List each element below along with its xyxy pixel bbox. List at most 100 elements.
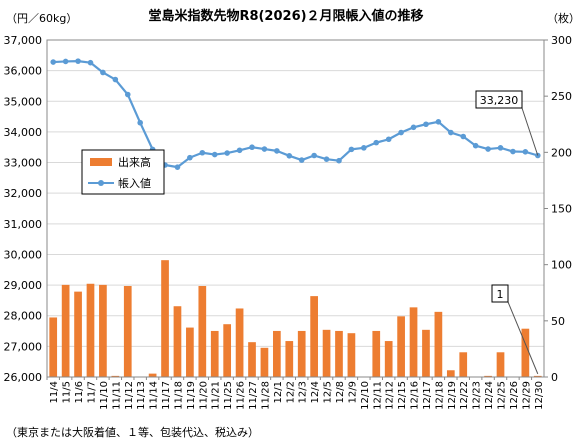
legend: 出来高 帳入値 [81, 149, 165, 195]
price-point [286, 153, 293, 159]
price-point [385, 136, 392, 143]
x-tick-label: 12/30 [534, 381, 545, 410]
volume-bar [397, 316, 405, 377]
x-tick-label: 11/13 [136, 381, 147, 410]
price-point [62, 58, 69, 65]
volume-bar [198, 286, 207, 377]
price-point [261, 146, 268, 152]
volume-bar [434, 311, 443, 377]
right-axis-unit: （枚） [547, 11, 580, 25]
price-point [211, 151, 218, 158]
volume-bar [148, 373, 157, 377]
price-point [224, 150, 230, 156]
x-tick-label: 11/11 [111, 381, 122, 410]
volume-bar [384, 341, 393, 377]
legend-swatch-volume [90, 158, 112, 166]
x-tick-label: 12/23 [472, 381, 483, 410]
price-line [50, 58, 541, 170]
volume-bar [297, 330, 306, 377]
price-point [510, 148, 516, 155]
left-tick-label: 28,000 [4, 310, 43, 323]
volume-bar [347, 333, 356, 377]
price-point [435, 118, 442, 125]
x-tick-label: 12/4 [310, 381, 321, 403]
volume-bar [86, 283, 95, 377]
left-tick-label: 36,000 [4, 65, 43, 78]
volume-bar [61, 284, 70, 377]
price-point [485, 146, 491, 152]
x-tick-label: 11/5 [62, 381, 73, 403]
price-point [274, 148, 280, 154]
x-tick-label: 12/2 [285, 381, 296, 403]
price-point [336, 157, 342, 164]
price-point [348, 146, 355, 153]
left-tick-label: 26,000 [4, 371, 43, 384]
price-point [311, 152, 317, 159]
price-point [50, 59, 57, 65]
x-tick-label: 11/28 [260, 381, 271, 410]
volume-bar [173, 306, 182, 377]
x-tick-label: 11/21 [211, 381, 222, 410]
volume-callout-leader [507, 301, 539, 375]
right-tick-label: 150 [551, 203, 572, 216]
left-tick-label: 27,000 [4, 340, 43, 353]
right-axis: 0 50 100 150 200 250 300 [544, 34, 572, 384]
price-point [87, 59, 94, 66]
x-tick-label: 12/18 [434, 381, 445, 410]
price-callout-box [475, 90, 523, 109]
left-tick-label: 34,000 [4, 126, 43, 139]
left-tick-label: 37,000 [4, 34, 43, 47]
x-tick-label: 12/19 [447, 381, 458, 410]
volume-bar [285, 341, 294, 377]
x-tick-label: 12/10 [360, 381, 371, 410]
x-tick-label: 12/16 [410, 381, 421, 410]
x-tick-label: 11/7 [86, 381, 97, 403]
volume-bar [310, 296, 318, 377]
price-point [361, 145, 367, 151]
price-point [236, 147, 243, 154]
legend-label-volume: 出来高 [118, 155, 151, 169]
right-tick-label: 100 [551, 259, 572, 272]
x-tick-label: 12/29 [521, 381, 532, 410]
x-tick-label: 11/6 [74, 381, 85, 403]
volume-bar [161, 260, 169, 377]
volume-bar [210, 330, 219, 377]
volume-callout-label: 1 [497, 288, 504, 301]
x-tick-label: 12/15 [397, 381, 408, 410]
left-tick-label: 35,000 [4, 95, 43, 108]
x-tick-label: 12/24 [484, 381, 495, 410]
right-tick-label: 300 [551, 34, 572, 47]
volume-bar [484, 375, 492, 377]
price-point [522, 149, 529, 155]
volume-bar [533, 375, 542, 377]
annotations: 33,230 1 [475, 90, 539, 375]
volume-callout-box [491, 284, 509, 303]
price-point [373, 139, 380, 146]
footnote: （東京または大阪着値、１等、包装代込、税込み） [6, 425, 259, 439]
volume-bar [260, 347, 269, 377]
volume-bar [273, 330, 281, 377]
legend-label-price: 帳入値 [118, 176, 151, 190]
x-tick-label: 11/12 [124, 381, 135, 410]
x-tick-label: 12/17 [422, 381, 433, 410]
x-tick-label: 12/3 [298, 381, 309, 403]
volume-bar [74, 291, 82, 377]
price-point [187, 154, 193, 161]
price-point [124, 91, 131, 98]
price-point [112, 76, 119, 83]
x-tick-label: 12/25 [497, 381, 508, 410]
x-tick-label: 12/22 [459, 381, 470, 410]
x-tick-label: 12/8 [335, 381, 346, 403]
price-point [75, 58, 81, 64]
volume-bar [496, 352, 505, 377]
price-point [323, 156, 330, 162]
price-callout-leader [521, 107, 539, 156]
volume-bar [446, 370, 455, 377]
x-tick-label: 12/1 [273, 381, 284, 403]
x-tick-label: 12/9 [347, 381, 358, 403]
legend-box [81, 149, 165, 195]
volume-bar [372, 330, 381, 377]
volume-bar [422, 329, 430, 377]
volume-bar [186, 327, 194, 377]
